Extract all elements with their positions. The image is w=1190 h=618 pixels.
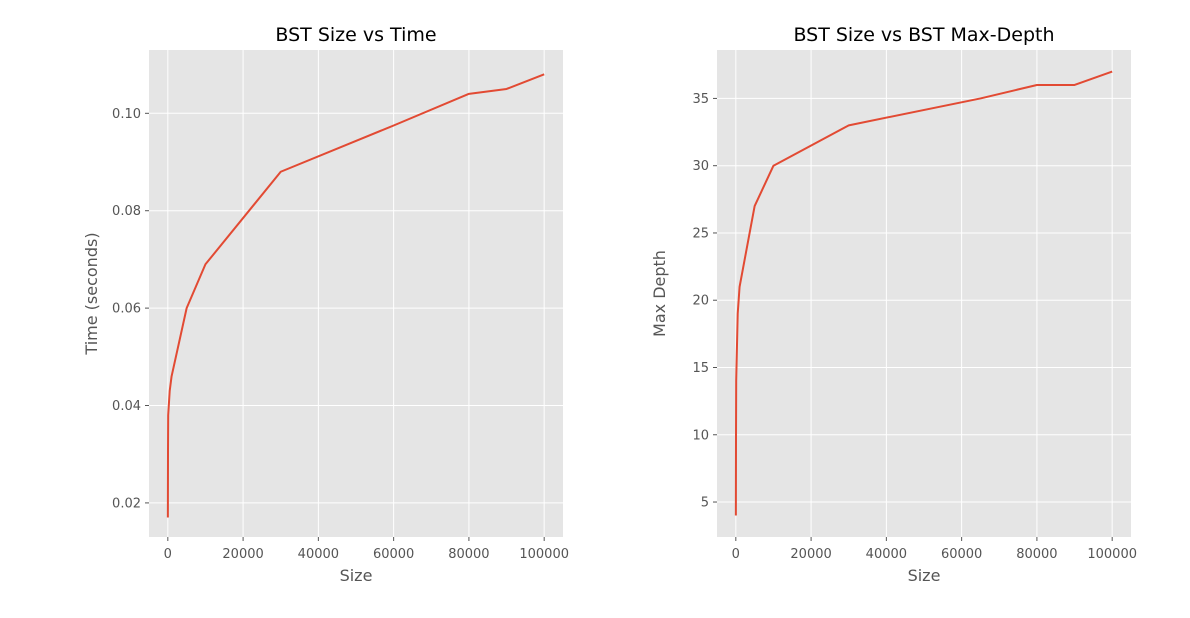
time-y-tick-label: 0.06 bbox=[112, 302, 141, 317]
depth-x-tick-label: 100000 bbox=[1087, 547, 1137, 562]
depth-x-tick-label: 60000 bbox=[941, 547, 982, 562]
time-y-tick-label: 0.08 bbox=[112, 204, 141, 219]
depth-y-tick-label: 10 bbox=[692, 428, 709, 443]
time-y-axis-label: Time (seconds) bbox=[82, 232, 101, 355]
depth-y-tick-label: 20 bbox=[692, 294, 709, 309]
time-y-tick-label: 0.02 bbox=[112, 496, 141, 511]
depth-y-tick-label: 25 bbox=[692, 226, 709, 241]
depth-plot-area bbox=[717, 50, 1131, 537]
time-x-tick-label: 100000 bbox=[519, 547, 569, 562]
depth-series-line bbox=[734, 70, 1113, 516]
time-y-tick-label: 0.10 bbox=[112, 107, 141, 122]
depth-x-tick-label: 40000 bbox=[866, 547, 907, 562]
depth-y-tick-label: 35 bbox=[692, 92, 709, 107]
depth-y-axis-label: Max Depth bbox=[650, 250, 669, 337]
depth-y-tick-label: 30 bbox=[692, 159, 709, 174]
depth-chart-title: BST Size vs BST Max-Depth bbox=[793, 24, 1054, 46]
depth-x-tick-label: 0 bbox=[732, 547, 740, 562]
time-x-tick-label: 80000 bbox=[448, 547, 489, 562]
time-x-tick-label: 20000 bbox=[222, 547, 263, 562]
depth-x-axis-label: Size bbox=[908, 566, 941, 585]
time-plot-area bbox=[149, 50, 563, 537]
depth-x-tick-label: 20000 bbox=[790, 547, 831, 562]
depth-chart: 0 20000 40000 60000 80000 100000 5 10 15 20 25 30 35… bbox=[650, 24, 1137, 585]
time-x-axis-label: Size bbox=[340, 566, 373, 585]
depth-x-tick-label: 80000 bbox=[1016, 547, 1057, 562]
time-x-tick-label: 60000 bbox=[373, 547, 414, 562]
time-series-line bbox=[166, 73, 545, 518]
depth-y-tick-label: 15 bbox=[692, 361, 709, 376]
time-chart: 0 20000 40000 60000 80000 100000 0.02 0.04 0.06 0… bbox=[82, 24, 569, 585]
time-x-tick-label: 0 bbox=[164, 547, 172, 562]
depth-y-tick-label: 5 bbox=[701, 496, 709, 511]
time-x-tick-label: 40000 bbox=[298, 547, 339, 562]
time-y-tick-label: 0.04 bbox=[112, 399, 141, 414]
time-chart-title: BST Size vs Time bbox=[275, 24, 436, 46]
